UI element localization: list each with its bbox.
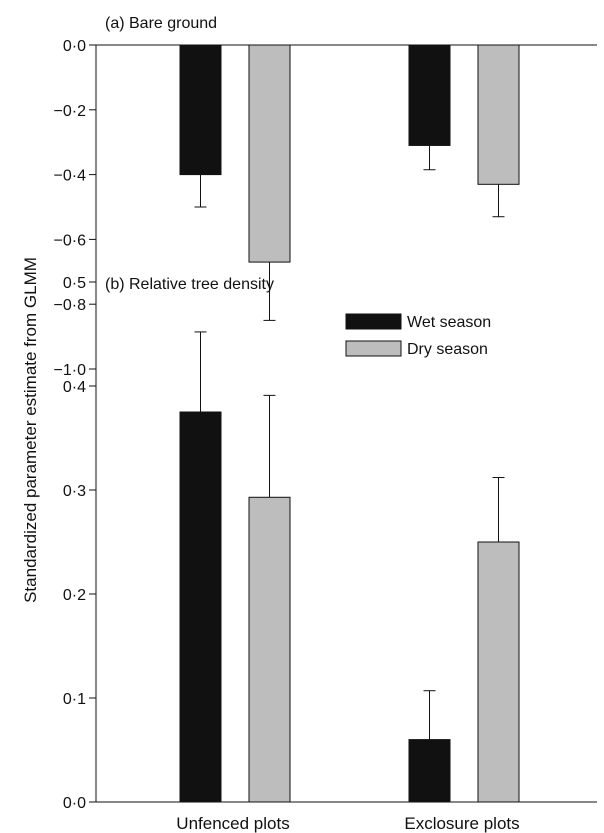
legend: Wet season Dry season — [345, 313, 491, 358]
legend-label-dry: Dry season — [407, 341, 488, 358]
y-tick-label: −0·6 — [54, 232, 87, 249]
panels: (a) Bare ground0·0−0·2−0·4−0·6−0·8−1·0(b… — [54, 15, 597, 812]
y-tick-label: 0·1 — [63, 691, 86, 708]
y-tick-label: 0·4 — [63, 379, 86, 396]
bar-dry-exclosure — [477, 541, 520, 803]
legend-label-wet: Wet season — [407, 314, 491, 331]
panel-title: (a) Bare ground — [105, 15, 217, 32]
x-label-exclosure: Exclosure plots — [404, 814, 519, 833]
bar-wet-exclosure — [408, 44, 451, 146]
panel-b: (b) Relative tree density 0·0 0·1 0·2 0·3 0·4… — [63, 275, 597, 812]
legend-swatch-wet — [345, 313, 402, 330]
y-tick-label: 0·5 — [63, 275, 86, 292]
y-tick-label: 0·2 — [63, 587, 86, 604]
y-tick-label: 0·0 — [63, 795, 86, 812]
bar-dry-unfenced — [248, 496, 291, 803]
legend-swatch-dry — [345, 340, 402, 357]
y-tick-label: −0·4 — [54, 168, 87, 185]
x-category-labels: Unfenced plots Exclosure plots — [176, 814, 519, 833]
panel-title: (b) Relative tree density — [105, 276, 274, 293]
y-axis-title: Standardized parameter estimate from GLM… — [21, 257, 40, 603]
y-tick-label: −1·0 — [54, 362, 87, 379]
y-tick-label: −0·2 — [54, 103, 87, 120]
panel-a: (a) Bare ground 0·0 −0·2 −0·4 −0·6 −0·8 −1·0 — [54, 15, 597, 379]
bar-wet-unfenced — [179, 44, 222, 176]
bar-wet-unfenced — [179, 411, 222, 803]
y-tick-label: −0·8 — [54, 297, 87, 314]
bar-dry-unfenced — [248, 44, 291, 263]
bar-dry-exclosure — [477, 44, 520, 185]
y-tick-label: 0·3 — [63, 483, 86, 500]
bar-wet-exclosure — [408, 739, 451, 803]
x-label-unfenced: Unfenced plots — [176, 814, 289, 833]
y-tick-label: 0·0 — [63, 38, 86, 55]
